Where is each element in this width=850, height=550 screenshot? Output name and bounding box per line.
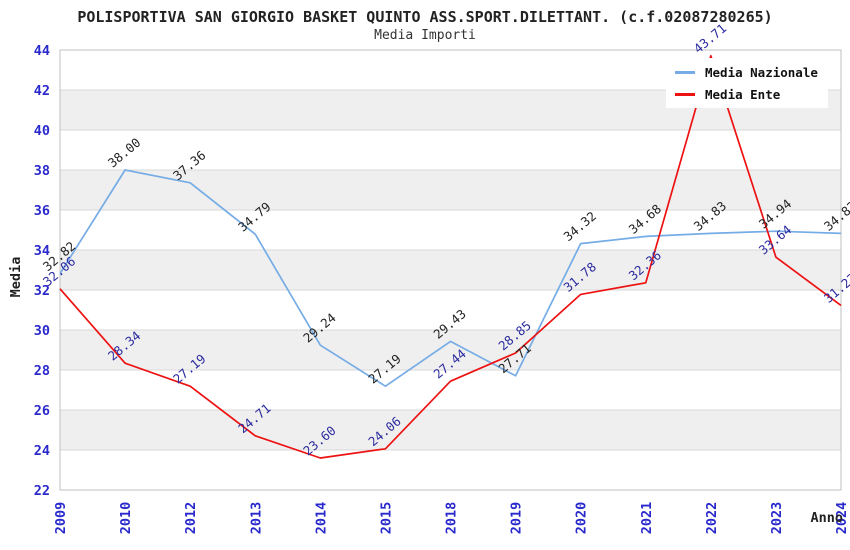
x-tick-label: 2018 [444, 502, 460, 535]
x-tick-label: 2009 [53, 502, 69, 535]
x-tick-label: 2012 [183, 502, 199, 535]
data-label: 38.00 [105, 135, 143, 171]
y-tick-label: 22 [34, 483, 50, 499]
x-tick-label: 2021 [639, 502, 655, 535]
x-tick-label: 2020 [574, 502, 590, 535]
series-line-media-ente [59, 54, 842, 459]
x-tick-label: 2013 [248, 502, 264, 535]
legend-swatch-media-ente [675, 92, 695, 96]
y-tick-label: 34 [34, 243, 50, 259]
chart-subtitle: Media Importi [374, 28, 476, 43]
plot-band [60, 170, 841, 210]
x-tick-label: 2014 [313, 502, 329, 535]
data-label: 43.71 [691, 21, 729, 57]
x-axis-title: Anno [810, 510, 843, 526]
data-label: 34.32 [561, 208, 599, 244]
plot-border [59, 49, 842, 491]
plot-band [60, 250, 841, 290]
x-tick-label: 2010 [118, 502, 134, 535]
series-line-media-nazionale [59, 169, 842, 388]
x-tick-label: 2023 [769, 502, 785, 535]
legend: Media Nazionale Media Ente [666, 58, 828, 108]
y-tick-label: 28 [34, 363, 50, 379]
legend-label-media-ente: Media Ente [705, 86, 781, 102]
y-axis-title: Media [8, 256, 24, 298]
y-tick-label: 36 [34, 203, 50, 219]
plot-band [60, 330, 841, 370]
y-tick-label: 42 [34, 83, 50, 99]
x-tick-label: 2015 [378, 502, 394, 535]
chart-title: POLISPORTIVA SAN GIORGIO BASKET QUINTO A… [77, 8, 773, 26]
plot-band [60, 410, 841, 450]
y-tick-label: 40 [34, 123, 50, 139]
legend-swatch-media-nazionale [675, 70, 695, 74]
y-tick-label: 32 [34, 283, 50, 299]
y-tick-label: 38 [34, 163, 50, 179]
x-tick-label: 2022 [704, 502, 720, 535]
x-tick-label: 2024 [834, 502, 850, 535]
y-tick-label: 26 [34, 403, 50, 419]
y-tick-label: 24 [34, 443, 50, 459]
legend-item-media-nazionale: Media Nazionale [675, 61, 818, 83]
y-tick-label: 44 [34, 43, 50, 59]
y-tick-label: 30 [34, 323, 50, 339]
x-tick-label: 2019 [509, 502, 525, 535]
legend-label-media-nazionale: Media Nazionale [705, 64, 818, 80]
legend-item-media-ente: Media Ente [675, 83, 818, 105]
